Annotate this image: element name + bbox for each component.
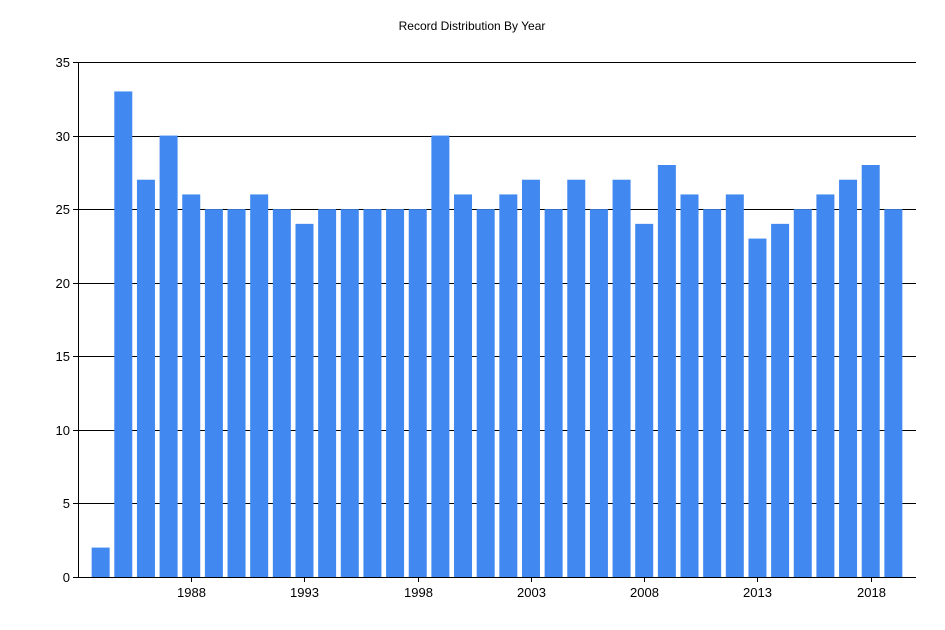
bar-2010 [680,194,699,577]
bar-1993 [295,223,314,577]
bar-2000 [454,194,473,577]
x-tick-label: 1993 [290,585,319,600]
bar-2015 [793,209,812,577]
y-tick-label: 35 [56,55,70,70]
bar-2003 [521,179,540,577]
bar-1989 [204,209,223,577]
bar-2019 [884,209,903,577]
bar-1997 [386,209,405,577]
axes [78,62,916,578]
chart-title: Record Distribution By Year [399,19,546,33]
bar-2013 [748,238,767,578]
x-tick-label: 2008 [630,585,659,600]
bar-1988 [182,194,201,577]
bar-2018 [861,165,880,577]
bar-2016 [816,194,835,577]
bar-1986 [136,179,155,577]
y-tick-label: 15 [56,349,70,364]
y-tick-label: 0 [63,570,70,585]
bar-1996 [363,209,382,577]
y-tick-label: 20 [56,276,70,291]
bar-1999 [431,135,450,578]
x-tick-label: 2018 [857,585,886,600]
bar-1995 [340,209,359,577]
y-tick-label: 10 [56,423,70,438]
bar-2011 [703,209,722,577]
bar-2002 [499,194,518,577]
bar-2006 [589,209,608,577]
bar-1994 [318,209,337,577]
bar-1987 [159,135,178,578]
bar-2009 [657,165,676,577]
bar-1984 [91,547,110,577]
bar-1998 [408,209,427,577]
bar-2017 [839,179,858,577]
bar-1991 [250,194,269,577]
x-axis-ticks: 1988 1993 1998 2003 2008 2013 2018 [177,577,886,600]
x-tick-label: 2003 [517,585,546,600]
x-tick-label: 1988 [177,585,206,600]
y-tick-label: 25 [56,202,70,217]
x-tick-label: 2013 [743,585,772,600]
bar-1992 [272,209,291,577]
bar-2004 [544,209,563,577]
bar-2008 [635,223,654,577]
bar-2007 [612,179,631,577]
bar-1985 [114,91,133,577]
bar-2012 [725,194,744,577]
bar-1990 [227,209,246,577]
bar-2001 [476,209,495,577]
x-tick-label: 1998 [404,585,433,600]
y-axis-ticks: 0 5 10 15 20 25 30 35 [56,55,78,585]
bar-2005 [567,179,586,577]
gridlines [78,62,916,578]
bar-2014 [771,223,790,577]
y-tick-label: 30 [56,129,70,144]
y-tick-label: 5 [63,496,70,511]
bars [91,91,903,578]
